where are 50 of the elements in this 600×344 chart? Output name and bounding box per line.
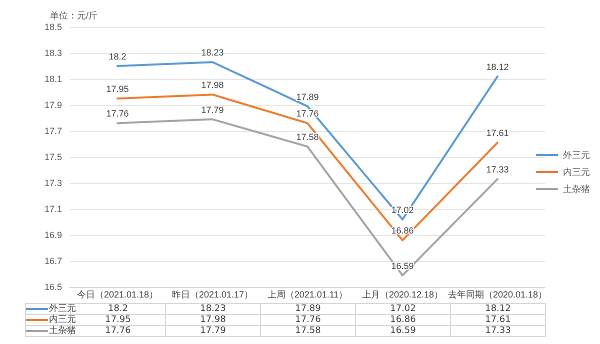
data-label: 17.58	[296, 132, 319, 142]
text: 18.12	[450, 304, 546, 314]
y-tick-label: 16.9	[44, 230, 62, 240]
y-tick-label: 16.7	[44, 256, 62, 266]
data-label: 17.33	[486, 164, 509, 175]
text: 17.76	[105, 326, 131, 336]
data-label: 18.2	[108, 52, 126, 62]
y-tick-label: 16.5	[44, 282, 62, 292]
data-label: 17.76	[106, 108, 129, 119]
data-label: 17.61	[486, 128, 509, 138]
legend-label: 内三元	[563, 167, 590, 177]
data-label: 16.59	[391, 260, 414, 271]
text: 土杂猪	[49, 326, 76, 336]
data-label: 17.95	[106, 84, 129, 94]
text: 17.98	[166, 314, 260, 326]
data-label: 18.23	[201, 48, 224, 58]
y-tick-label: 17.9	[44, 100, 62, 110]
y-tick-label: 18.3	[44, 48, 62, 58]
text: 17.33	[450, 326, 546, 336]
text: 17.02	[356, 304, 450, 314]
text: 16.59	[356, 326, 450, 336]
text: 17.95	[105, 315, 131, 325]
text: 外三元	[49, 304, 76, 314]
text: 17.76	[260, 314, 356, 326]
y-axis-title: 单位：元/斤	[50, 10, 98, 20]
x-tick-label: 昨日（2021.01.17）	[172, 290, 254, 300]
data-label: 17.79	[201, 104, 224, 115]
data-label: 18.12	[486, 62, 509, 72]
y-tick-label: 17.3	[44, 178, 62, 188]
text: 17.61	[450, 314, 546, 326]
legend-label: 土杂猪	[563, 184, 590, 194]
text: 内三元	[49, 315, 76, 325]
text: 17.79	[166, 326, 260, 336]
legend-label: 外三元	[563, 150, 590, 160]
y-tick-label: 17.1	[44, 204, 62, 214]
x-tick-label: 上月（2020.12.18）	[362, 290, 444, 300]
text: 17.89	[260, 304, 356, 314]
x-tick-label: 上周（2021.01.11）	[267, 290, 348, 300]
data-label: 17.98	[201, 80, 224, 90]
text: 17.58	[260, 326, 356, 336]
y-tick-label: 17.7	[44, 126, 62, 136]
y-tick-label: 17.5	[44, 152, 62, 162]
x-tick-label: 今日（2021.01.18）	[76, 290, 158, 300]
data-label: 17.89	[296, 92, 319, 102]
text: 18.2	[108, 304, 128, 314]
x-tick-label: 去年同期（2020.01.18）	[448, 290, 548, 300]
text: 16.86	[356, 314, 450, 326]
y-tick-label: 18.1	[44, 74, 62, 84]
y-tick-label: 18.5	[44, 22, 62, 32]
text: 18.23	[166, 304, 260, 314]
